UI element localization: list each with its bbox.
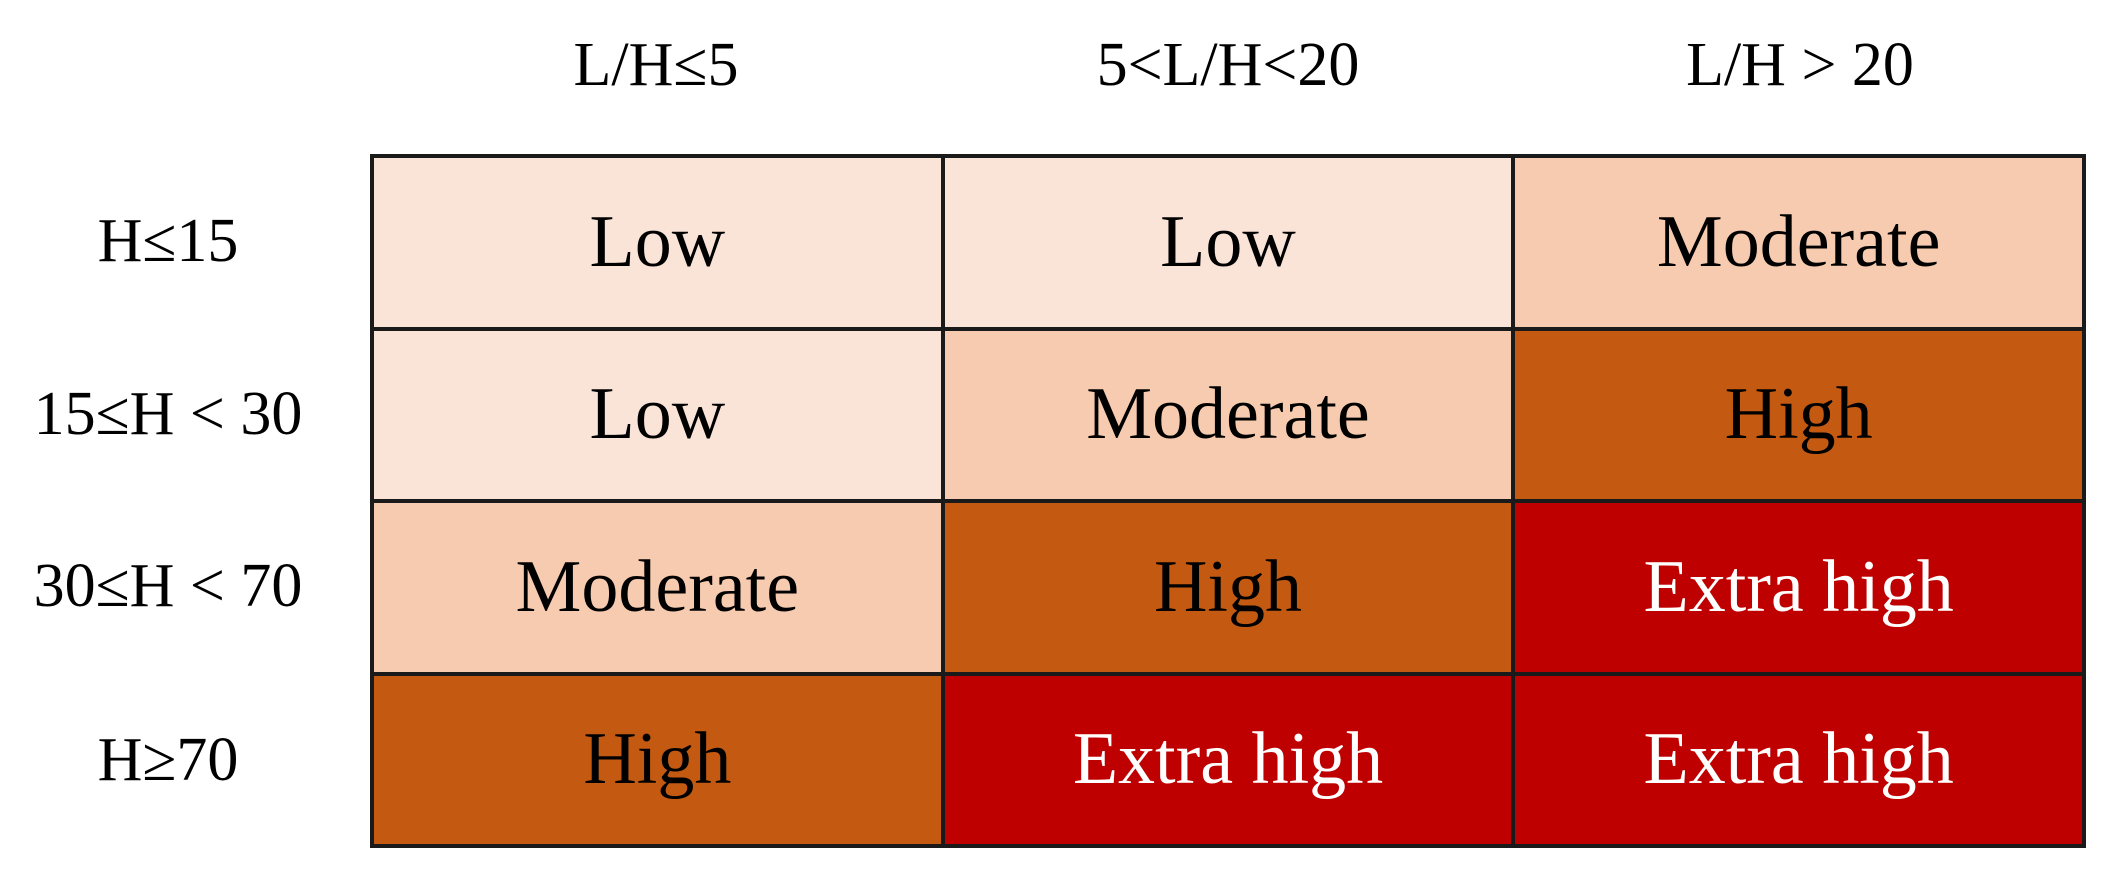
- risk-cell: Low: [944, 158, 1512, 327]
- row-header-h-15-to-30: 15≤H < 30: [33, 379, 303, 448]
- risk-cell: Extra high: [1515, 503, 2082, 672]
- column-header-lh-le-5: L/H≤5: [573, 30, 739, 99]
- column-header-lh-gt-20: L/H > 20: [1686, 30, 1914, 99]
- risk-cell: Low: [374, 330, 941, 499]
- row-header-h-30-to-70: 30≤H < 70: [33, 551, 303, 620]
- risk-cell: Moderate: [374, 503, 941, 672]
- risk-cell: Moderate: [1515, 158, 2082, 327]
- risk-cell: Extra high: [1515, 675, 2082, 844]
- risk-cell: High: [374, 675, 941, 844]
- row-header-h-le-15: H≤15: [97, 206, 239, 275]
- risk-cell: High: [944, 503, 1512, 672]
- risk-cell: High: [1515, 330, 2082, 499]
- risk-matrix-grid: Low Low Moderate Low Moderate High Moder…: [370, 154, 2086, 848]
- risk-cell: Low: [374, 158, 941, 327]
- row-header-h-ge-70: H≥70: [97, 725, 239, 794]
- risk-cell: Moderate: [944, 330, 1512, 499]
- risk-cell: Extra high: [944, 675, 1512, 844]
- column-header-lh-5-to-20: 5<L/H<20: [1096, 30, 1360, 99]
